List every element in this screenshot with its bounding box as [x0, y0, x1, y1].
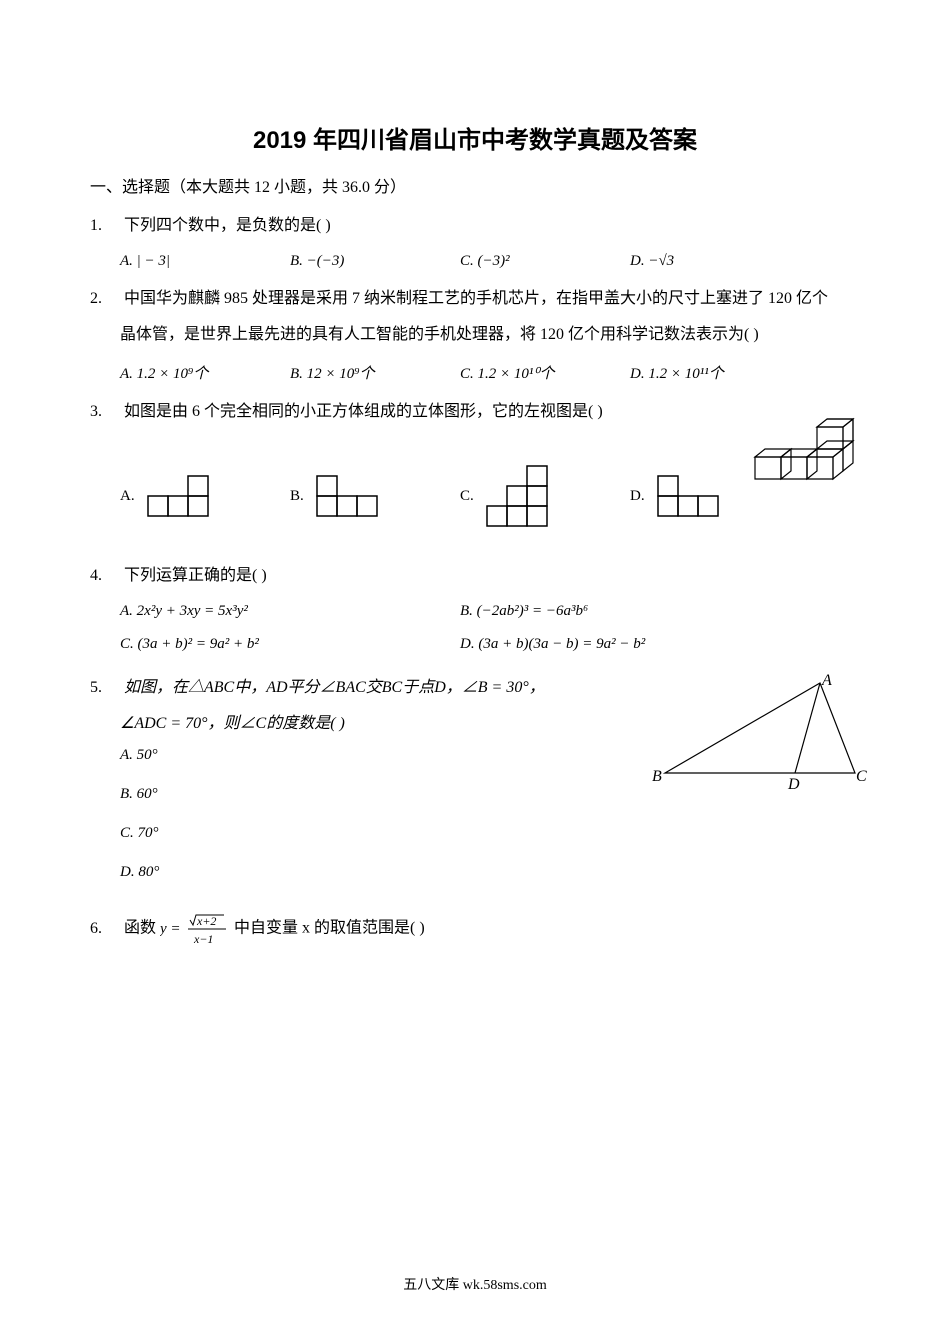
- svg-text:A: A: [821, 673, 832, 689]
- section-header: 一、选择题（本大题共 12 小题，共 36.0 分）: [90, 173, 860, 197]
- page-footer: 五八文库 wk.58sms.com: [0, 1274, 950, 1294]
- q3-opt-a: A.: [120, 461, 290, 531]
- q2-line2: 晶体管，是世界上最先进的具有人工智能的手机处理器，将 120 亿个用科学记数法表…: [120, 320, 860, 344]
- question-1: 1. 下列四个数中，是负数的是( ) A. | − 3| B. −(−3) C.…: [90, 211, 860, 270]
- q4-text: 下列运算正确的是( ): [124, 567, 267, 584]
- q1-opt-a: A. | − 3|: [120, 253, 290, 270]
- cube-figure-icon: [750, 397, 860, 487]
- q1-opt-b: B. −(−3): [290, 253, 460, 270]
- q1-opt-c: C. (−3)²: [460, 253, 630, 270]
- q2-opt-b: B. 12 × 10⁹个: [290, 362, 460, 383]
- svg-text:y =: y =: [160, 921, 181, 937]
- q5-num: 5.: [90, 679, 120, 697]
- question-6: 6. 函数 y = x+2 x−1 中自变量 x 的取值范围是( ): [90, 911, 860, 947]
- q1-options: A. | − 3| B. −(−3) C. (−3)² D. −√3: [120, 253, 860, 270]
- q5-opt-c: C. 70°: [120, 825, 860, 842]
- q3-opt-c-icon: [482, 461, 562, 531]
- triangle-figure-icon: A B C D: [650, 673, 870, 793]
- q6-num: 6.: [90, 920, 120, 938]
- question-2: 2. 中国华为麒麟 985 处理器是采用 7 纳米制程工艺的手机芯片，在指甲盖大…: [90, 284, 860, 383]
- q3-options: A. B. C.: [120, 461, 860, 531]
- q3-opt-b: B.: [290, 461, 460, 531]
- q1-opt-d: D. −√3: [630, 253, 800, 270]
- q2-line1: 中国华为麒麟 985 处理器是采用 7 纳米制程工艺的手机芯片，在指甲盖大小的尺…: [124, 290, 828, 307]
- svg-text:B: B: [652, 768, 662, 785]
- q6-suffix: 中自变量 x 的取值范围是( ): [234, 920, 425, 937]
- q4-opt-d: D. (3a + b)(3a − b) = 9a² − b²: [460, 636, 800, 653]
- q2-opt-d: D. 1.2 × 10¹¹个: [630, 362, 800, 383]
- question-5: 5. 如图，在△ABC中，AD平分∠BAC交BC于点D，∠B = 30°， ∠A…: [90, 673, 860, 881]
- q4-opt-a: A. 2x²y + 3xy = 5x³y²: [120, 603, 460, 620]
- q2-options: A. 1.2 × 10⁹个 B. 12 × 10⁹个 C. 1.2 × 10¹⁰…: [120, 362, 860, 383]
- svg-text:C: C: [856, 768, 867, 785]
- q3-opt-a-icon: [143, 471, 223, 521]
- q4-num: 4.: [90, 567, 120, 585]
- q4-options: A. 2x²y + 3xy = 5x³y² B. (−2ab²)³ = −6a³…: [120, 603, 860, 653]
- q3-opt-c: C.: [460, 461, 630, 531]
- q2-num: 2.: [90, 290, 120, 308]
- q1-num: 1.: [90, 217, 120, 235]
- q3-text: 如图是由 6 个完全相同的小正方体组成的立体图形，它的左视图是( ): [124, 403, 603, 420]
- svg-text:D: D: [787, 776, 800, 793]
- q3-num: 3.: [90, 403, 120, 421]
- q4-opt-c: C. (3a + b)² = 9a² + b²: [120, 636, 460, 653]
- q1-text: 下列四个数中，是负数的是( ): [124, 217, 331, 234]
- q6-prefix: 函数: [124, 920, 156, 937]
- question-3: 3. 如图是由 6 个完全相同的小正方体组成的立体图形，它的左视图是( ): [90, 397, 860, 531]
- q2-opt-c: C. 1.2 × 10¹⁰个: [460, 362, 630, 383]
- svg-text:x+2: x+2: [196, 914, 216, 928]
- page-title: 2019 年四川省眉山市中考数学真题及答案: [90, 120, 860, 155]
- question-4: 4. 下列运算正确的是( ) A. 2x²y + 3xy = 5x³y² B. …: [90, 561, 860, 653]
- q5-line1: 如图，在△ABC中，AD平分∠BAC交BC于点D，∠B = 30°，: [124, 679, 545, 696]
- svg-text:x−1: x−1: [193, 932, 213, 946]
- q4-opt-b: B. (−2ab²)³ = −6a³b⁶: [460, 603, 800, 620]
- q3-opt-b-icon: [312, 471, 392, 521]
- q2-opt-a: A. 1.2 × 10⁹个: [120, 362, 290, 383]
- q6-formula: y = x+2 x−1: [160, 911, 230, 947]
- q3-opt-d-icon: [653, 471, 733, 521]
- q5-opt-d: D. 80°: [120, 864, 860, 881]
